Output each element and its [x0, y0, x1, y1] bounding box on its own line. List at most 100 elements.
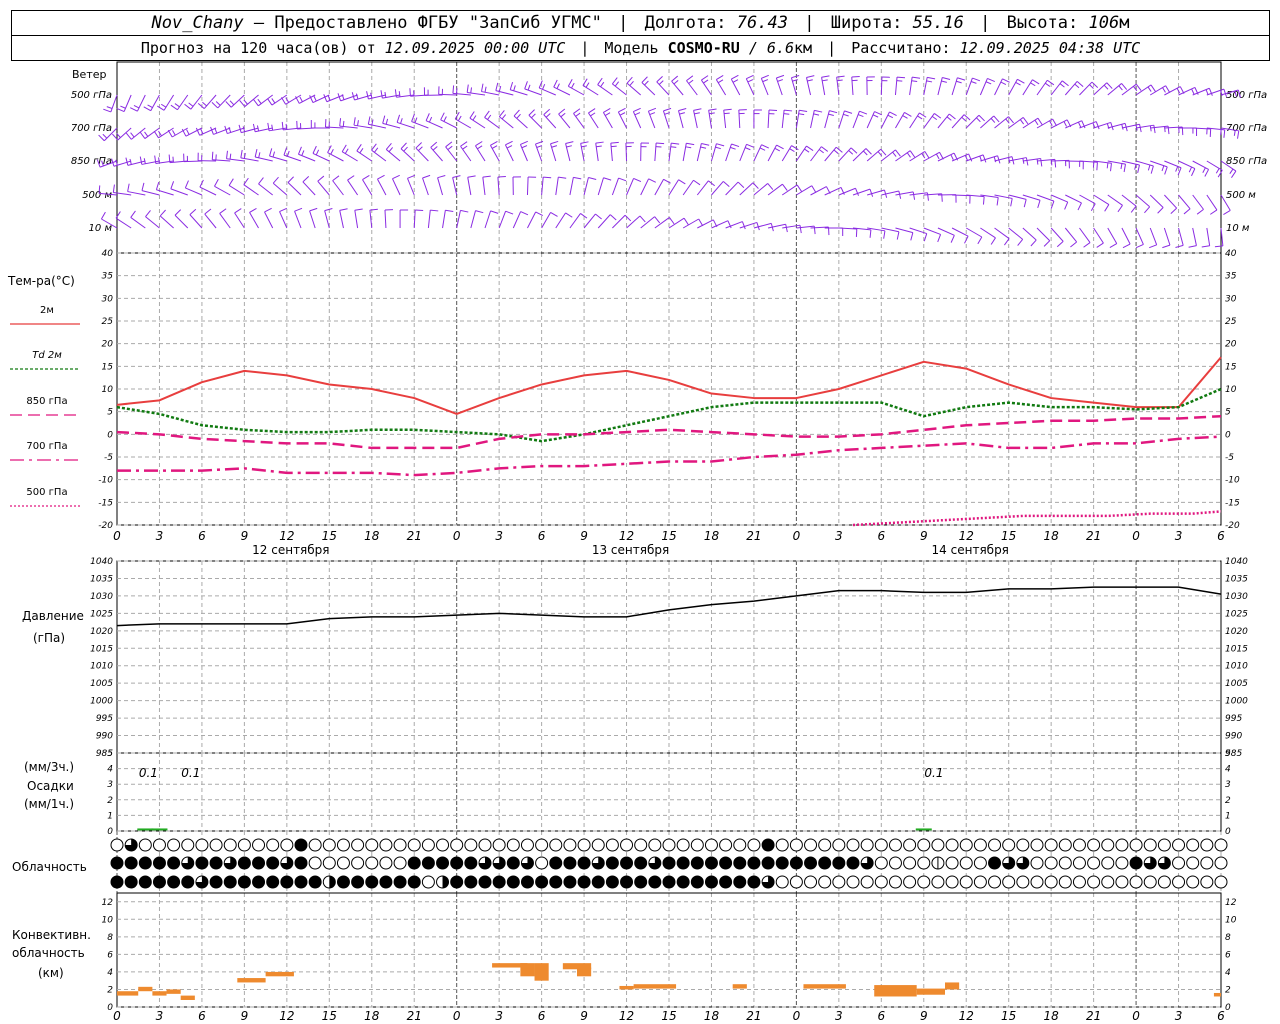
wind-barb-flag — [923, 233, 928, 242]
alt-label: Высота: — [1006, 13, 1079, 33]
wind-barb-staff — [723, 110, 727, 129]
wind-barb-flag — [143, 106, 151, 112]
wind-barb-staff — [309, 210, 316, 229]
wind-barb-flag2 — [1120, 163, 1123, 170]
wind-barb-staff — [654, 179, 665, 196]
wind-barb-flag — [112, 133, 119, 141]
wind-barb-flag2 — [619, 112, 626, 116]
wind-barb-staff — [654, 143, 657, 162]
cloud-part — [125, 839, 138, 852]
temp-ytick-left: 35 — [102, 272, 114, 282]
wind-barb-staff — [283, 127, 302, 131]
wind-barb-flag — [225, 101, 232, 108]
wind-barb-flag2 — [102, 133, 108, 139]
wind-barb-flag2 — [946, 116, 952, 121]
wind-barb-staff — [1192, 194, 1204, 210]
cloud-circle — [1115, 856, 1129, 870]
wind-barb-staff — [469, 117, 486, 129]
wind-barb-flag — [656, 76, 663, 83]
wind-barb-flag — [362, 175, 370, 180]
cloud-circle — [945, 856, 959, 870]
wind-barb-flag2 — [1118, 85, 1123, 91]
cloud-circle — [308, 856, 322, 870]
cloud-circle — [152, 838, 166, 852]
wind-barb-staff — [852, 111, 860, 129]
press-ytick-left: 1005 — [90, 679, 113, 689]
wind-barb-flag2 — [285, 123, 288, 130]
wind-barb-flag2 — [670, 146, 677, 148]
cloud-circle — [450, 838, 464, 852]
wind-barb-flag2 — [1103, 84, 1109, 90]
cloud-circle — [846, 875, 860, 889]
wind-barb-staff — [602, 112, 613, 129]
cloud-circle — [1200, 875, 1214, 889]
wind-barb-staff — [937, 152, 955, 162]
wind-barb-staff — [565, 143, 571, 162]
temp-hour-label: 3 — [1175, 529, 1183, 543]
wind-barb-flag — [898, 190, 902, 199]
wind-barb-flag — [1139, 124, 1142, 133]
wind-barb-staff — [923, 77, 928, 96]
wind-barb-staff — [730, 78, 741, 96]
wind-barb-flag2 — [106, 106, 113, 110]
wind-barb-flag — [1032, 79, 1040, 85]
cloud-full — [578, 876, 591, 888]
wind-barb-flag — [377, 174, 385, 180]
wind-barb-staff — [456, 210, 461, 229]
wind-barb-staff — [640, 216, 655, 229]
convective-segment — [520, 963, 535, 977]
wind-barb-staff — [923, 151, 940, 162]
wind-barb-flag2 — [271, 124, 274, 131]
wind-barb-staff — [1022, 157, 1041, 162]
wind-barb-flag — [422, 174, 431, 179]
wind-barb-flag — [767, 183, 774, 190]
wind-barb-flag — [909, 150, 916, 158]
cloud-half — [442, 876, 449, 888]
wind-barb-staff — [966, 154, 984, 162]
wind-level-left: 700 гПа — [71, 123, 112, 134]
wind-barb-staff — [254, 127, 273, 133]
cloud-circle — [775, 875, 789, 889]
wind-barb-staff — [368, 123, 387, 129]
wind-barb-flag — [910, 232, 914, 241]
cloud-circle — [789, 838, 803, 852]
wind-barb-flag2 — [1008, 157, 1011, 164]
wind-barb-staff — [710, 143, 717, 162]
wind-barb-flag2 — [614, 81, 620, 87]
station-name: Nov_Chany — [151, 13, 244, 33]
wind-barb-flag2 — [487, 114, 492, 120]
cloud-full — [493, 876, 506, 888]
cloud-circle — [860, 838, 874, 852]
wind-barb-staff — [163, 94, 175, 111]
wind-barb-flag — [648, 107, 657, 112]
cloud-circle — [1172, 875, 1186, 889]
cloud-circle — [888, 838, 902, 852]
press-ytick-right: 990 — [1225, 732, 1242, 742]
wind-barb-staff — [597, 214, 611, 229]
wind-barb-flag — [686, 75, 694, 82]
cloud-circle — [903, 856, 917, 870]
wind-barb-flag — [535, 140, 544, 145]
wind-barb-flag — [588, 177, 597, 180]
cloud-circle — [1058, 875, 1072, 889]
wind-barb-flag — [469, 111, 475, 119]
wind-barb-staff — [347, 179, 359, 196]
press-ytick-left: 1000 — [90, 697, 113, 707]
temp-hour-label: 21 — [746, 529, 761, 543]
wind-barb-flag — [1137, 164, 1140, 173]
wind-barb-flag2 — [911, 80, 918, 83]
wind-barb-staff — [101, 218, 118, 229]
wind-barb-flag — [814, 109, 823, 113]
cloud-full — [309, 876, 322, 888]
wind-barb-flag — [1040, 158, 1043, 167]
press-ytick-left: 985 — [96, 749, 113, 759]
cloud-full — [988, 857, 1001, 869]
wind-barb-flag — [195, 127, 201, 136]
cloud-full — [210, 876, 223, 888]
wind-barb-staff — [895, 191, 914, 196]
wind-barb-staff — [767, 109, 770, 129]
wind-barb-flag — [1150, 84, 1156, 92]
wind-barb-flag — [968, 153, 973, 162]
cloud-full — [578, 857, 591, 869]
wind-barb-flag — [708, 108, 717, 111]
